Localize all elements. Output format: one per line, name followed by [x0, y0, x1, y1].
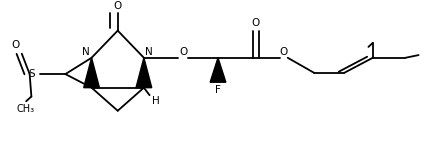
- Text: O: O: [179, 47, 187, 57]
- Polygon shape: [84, 58, 99, 88]
- Text: O: O: [114, 1, 122, 11]
- Text: O: O: [11, 40, 19, 50]
- Text: O: O: [252, 18, 260, 28]
- Text: N: N: [145, 47, 153, 57]
- Text: H: H: [152, 96, 160, 106]
- Text: CH₃: CH₃: [16, 104, 34, 114]
- Text: F: F: [215, 85, 221, 95]
- Text: N: N: [82, 47, 89, 57]
- Text: S: S: [28, 69, 35, 79]
- Text: O: O: [279, 47, 287, 57]
- Polygon shape: [136, 58, 152, 88]
- Polygon shape: [210, 58, 226, 82]
